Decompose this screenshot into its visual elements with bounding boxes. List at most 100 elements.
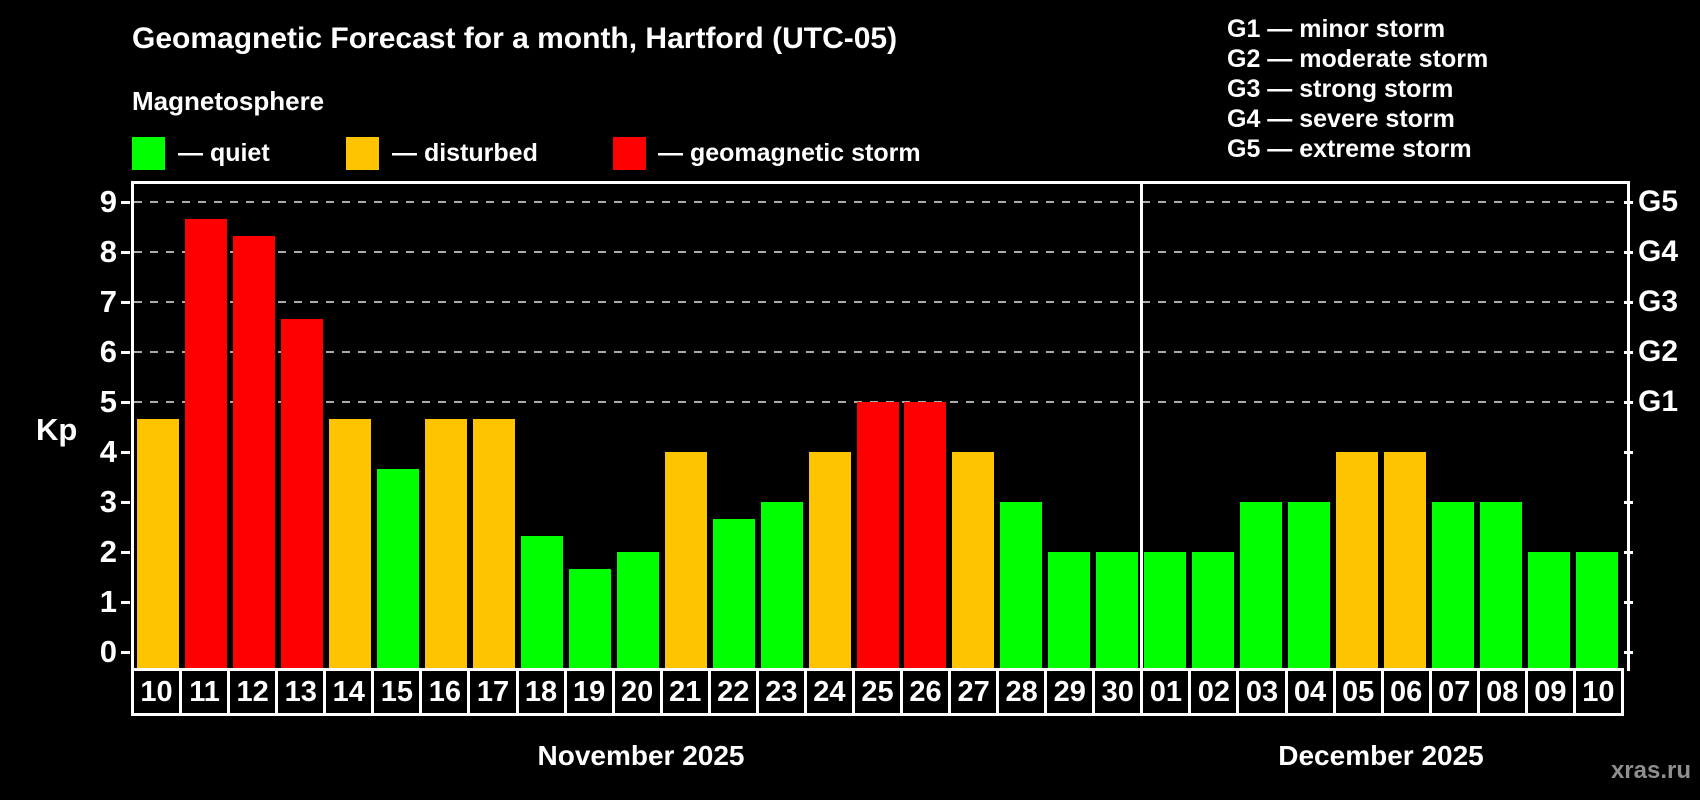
bar-slot-24 — [806, 184, 854, 668]
storm-legend-label: — geomagnetic storm — [658, 139, 921, 167]
kp-bar-nov-12 — [232, 235, 275, 668]
y-axis-tick-label-6: 6 — [99, 334, 117, 369]
day-label-cell: 09 — [1528, 671, 1576, 713]
kp-bar-dec-05 — [1336, 452, 1379, 668]
kp-bar-nov-15 — [376, 468, 419, 668]
g1-legend-line: G1 — minor storm — [1227, 15, 1446, 43]
g4-legend-line: G4 — severe storm — [1227, 105, 1455, 133]
day-label-cell: 20 — [615, 671, 663, 713]
bar-slot-18 — [518, 184, 566, 668]
plot-area — [134, 184, 1621, 668]
bar-slot-28 — [997, 184, 1045, 668]
kp-bar-nov-11 — [184, 218, 227, 668]
gridline-kp9 — [134, 201, 1621, 203]
kp-bar-nov-24 — [808, 452, 851, 668]
kp-bar-nov-27 — [952, 452, 995, 668]
kp-bar-nov-28 — [1000, 502, 1043, 668]
day-label-cell: 12 — [230, 671, 279, 713]
status-legend: — quiet — disturbed — geomagnetic storm — [0, 137, 1100, 170]
day-label-cell: 07 — [1432, 671, 1480, 713]
kp-bar-dec-01 — [1144, 552, 1187, 668]
bar-slot-05 — [1333, 184, 1381, 668]
bar-slot-22 — [710, 184, 758, 668]
right-axis-tick-9 — [1624, 200, 1633, 204]
kp-bar-dec-10 — [1576, 552, 1619, 668]
day-label-cell: 23 — [759, 671, 807, 713]
bar-slot-21 — [662, 184, 710, 668]
bar-slot-07 — [1429, 184, 1477, 668]
kp-bar-nov-19 — [568, 568, 611, 668]
day-label-cell: 11 — [182, 671, 231, 713]
bar-slot-10 — [1573, 184, 1621, 668]
day-label-cell: 04 — [1288, 671, 1336, 713]
day-label-cell: 06 — [1384, 671, 1432, 713]
g-scale-legend: G1 — minor storm G2 — moderate storm G3 … — [1227, 14, 1488, 164]
day-label-cell: 15 — [374, 671, 423, 713]
right-axis-tick-1 — [1624, 600, 1633, 604]
disturbed-swatch-icon — [346, 137, 379, 170]
bar-slot-15 — [374, 184, 422, 668]
kp-bar-dec-08 — [1480, 502, 1523, 668]
disturbed-legend-label: — disturbed — [392, 139, 538, 167]
y-axis-tick-label-0: 0 — [99, 634, 117, 669]
bar-slot-16 — [422, 184, 470, 668]
day-label-cell: 25 — [855, 671, 903, 713]
day-label-cell: 10 — [1582, 675, 1615, 708]
gridline-kp7 — [134, 301, 1621, 303]
g2-legend-line: G2 — moderate storm — [1227, 45, 1489, 73]
right-axis-tick-2 — [1624, 550, 1633, 554]
kp-bar-dec-07 — [1432, 502, 1475, 668]
y-axis-tick-label-8: 8 — [99, 234, 117, 269]
day-label-cell: 17 — [470, 671, 519, 713]
g-level-label-G2: G2 — [1638, 335, 1679, 368]
day-label-cell: 22 — [711, 671, 759, 713]
kp-bar-dec-09 — [1528, 552, 1571, 668]
g-level-label-G4: G4 — [1638, 235, 1679, 268]
g-level-label-G1: G1 — [1638, 385, 1679, 418]
bar-slot-08 — [1477, 184, 1525, 668]
magnetosphere-label: Magnetosphere — [132, 86, 325, 116]
day-label-cell: 27 — [951, 671, 1000, 713]
day-label-cell: 30 — [1095, 671, 1144, 713]
day-label-cell: 19 — [567, 671, 615, 713]
month-divider-line — [1139, 184, 1143, 668]
y-axis-tick-label-1: 1 — [99, 584, 117, 619]
y-axis-tick-2 — [121, 550, 130, 554]
y-axis-tick-8 — [121, 250, 130, 254]
kp-bar-chart — [131, 181, 1630, 671]
page-title: Geomagnetic Forecast for a month, Hartfo… — [132, 22, 898, 55]
y-axis-tick-5 — [121, 400, 130, 404]
gridline-kp6 — [134, 351, 1621, 353]
kp-bar-dec-02 — [1192, 552, 1235, 668]
day-label-cell: 24 — [807, 671, 855, 713]
quiet-swatch-icon — [132, 137, 165, 170]
day-label-cell: 18 — [519, 671, 567, 713]
kp-bar-dec-04 — [1288, 502, 1331, 668]
y-axis-tick-label-2: 2 — [99, 534, 117, 569]
bar-slot-14 — [326, 184, 374, 668]
day-label-cell: 26 — [903, 671, 952, 713]
month-label-november: November 2025 — [537, 740, 745, 771]
kp-bar-nov-22 — [712, 518, 755, 668]
kp-bar-dec-03 — [1240, 502, 1283, 668]
y-axis-tick-label-3: 3 — [99, 484, 117, 519]
watermark: xras.ru — [1610, 757, 1691, 784]
kp-bar-nov-18 — [520, 535, 563, 668]
kp-bar-nov-25 — [856, 402, 899, 668]
gridline-kp8 — [134, 251, 1621, 253]
bar-slot-12 — [230, 184, 278, 668]
day-label-cell: 29 — [1047, 671, 1096, 713]
bar-slot-09 — [1525, 184, 1573, 668]
bar-slot-01 — [1141, 184, 1189, 668]
kp-bar-nov-30 — [1096, 552, 1139, 668]
bar-slot-29 — [1045, 184, 1093, 668]
kp-bar-nov-20 — [616, 552, 659, 668]
day-label-cell: 21 — [663, 671, 711, 713]
right-axis-tick-6 — [1624, 350, 1633, 354]
kp-bar-nov-13 — [280, 318, 323, 668]
day-label-cell: 01 — [1143, 671, 1192, 713]
g-level-label-G5: G5 — [1638, 185, 1679, 218]
y-axis-tick-4 — [121, 450, 130, 454]
quiet-legend-label: — quiet — [178, 139, 270, 167]
